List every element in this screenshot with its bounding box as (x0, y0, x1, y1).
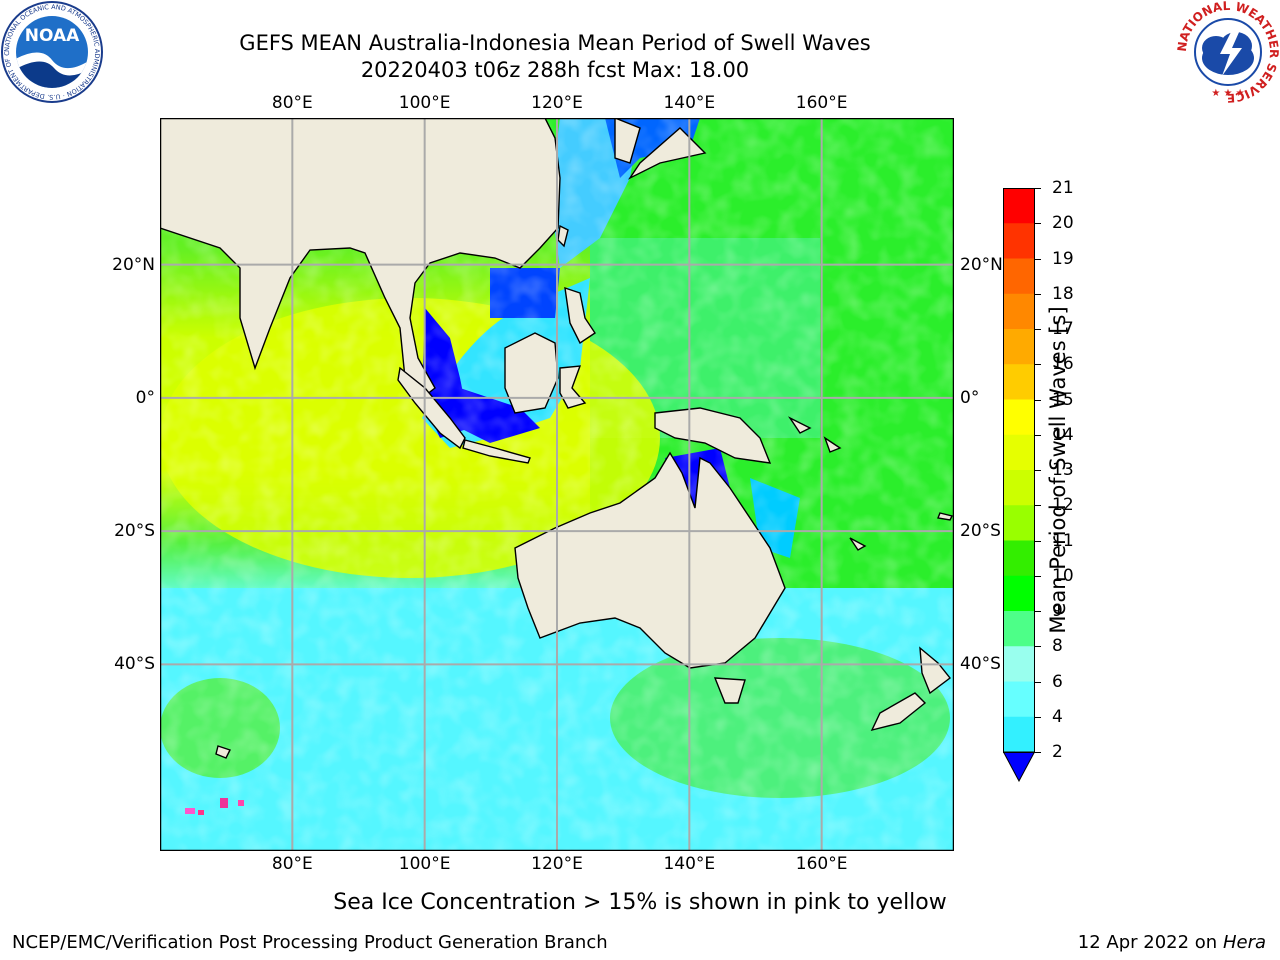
lat-right-2: 20°S (960, 521, 1001, 542)
lat-left-1: 0° (135, 387, 155, 408)
borneo-landmass (504, 332, 559, 414)
chart-title: GEFS MEAN Australia-Indonesia Mean Perio… (239, 31, 871, 55)
landmasses (160, 118, 954, 759)
colorbar-cell-4 (1003, 329, 1035, 365)
colorbar-cell-7 (1003, 434, 1035, 471)
colorbar-tick-mark-9 (1035, 505, 1041, 507)
colorbar-tick-mark-1 (1035, 223, 1041, 225)
colorbar-border (1003, 188, 1035, 753)
colorbar-tick-mark-13 (1035, 646, 1041, 648)
colorbar-tick-2: 19 (1052, 248, 1074, 269)
colorbar-tick-4: 17 (1052, 319, 1074, 339)
colorbar-cell-0 (1003, 188, 1035, 224)
colorbar-tick-6: 15 (1052, 389, 1074, 410)
colorbar-tick-16: 2 (1052, 742, 1063, 762)
colorbar-cell-2 (1003, 258, 1035, 295)
lon-top-4: 160°E (795, 93, 848, 113)
colorbar-cell-11 (1003, 575, 1035, 612)
lon-top-2: 120°E (531, 93, 583, 113)
colorbar-extend-triangle (1003, 751, 1035, 782)
sea-ice-patches (185, 798, 244, 815)
noaa-logo: NATIONAL OCEANIC AND ATMOSPHERIC ADMINIS… (0, 0, 103, 103)
lat-right-1: 0° (960, 387, 980, 408)
svg-text:★ ★ ★: ★ ★ ★ (1211, 88, 1244, 99)
colorbar-tick-14: 6 (1052, 671, 1063, 692)
colorbar-tick-11: 10 (1052, 565, 1074, 586)
colorbar-tick-mark-12 (1035, 611, 1041, 612)
colorbar-cell-8 (1003, 470, 1035, 506)
philippines-landmass (564, 286, 596, 345)
credit-date: 12 Apr 2022 on Hera (1077, 932, 1266, 953)
lon-top-1: 100°E (398, 93, 451, 113)
sea-ice-note: Sea Ice Concentration > 15% is shown in … (333, 890, 947, 915)
lon-bottom-3: 140°E (663, 854, 716, 874)
map-border (160, 118, 954, 851)
lat-right-0: 20°N (960, 254, 1003, 275)
colorbar-cell-1 (1003, 223, 1035, 259)
credit-branch: NCEP/EMC/Verification Post Processing Pr… (12, 932, 608, 953)
colorbar-tick-mark-14 (1035, 681, 1041, 683)
lon-bottom-2: 120°E (531, 854, 583, 874)
australia-landmass (514, 451, 786, 669)
colorbar-tick-mark-8 (1035, 470, 1041, 471)
colorbar-tick-7: 14 (1052, 424, 1074, 445)
colorbar-tick-5: 16 (1052, 354, 1074, 375)
colorbar-cell-14 (1003, 681, 1035, 718)
colorbar-tick-mark-3 (1035, 293, 1041, 295)
colorbar-cell-6 (1003, 399, 1035, 436)
colorbar-tick-8: 13 (1052, 460, 1074, 480)
colorbar-tick-mark-0 (1035, 188, 1041, 189)
colorbar-tick-mark-2 (1035, 258, 1041, 260)
colorbar-cell-10 (1003, 540, 1035, 577)
lon-top-3: 140°E (663, 93, 716, 113)
colorbar-cell-13 (1003, 646, 1035, 682)
colorbar (1003, 188, 1035, 782)
colorbar-tick-mark-15 (1035, 716, 1041, 718)
lat-right-3: 40°S (960, 654, 1001, 675)
lat-left-3: 40°S (114, 654, 155, 675)
colorbar-tick-mark-4 (1035, 329, 1041, 330)
lat-left-2: 20°S (114, 521, 155, 542)
colorbar-tick-mark-5 (1035, 364, 1041, 366)
swell-period-map (160, 118, 954, 851)
colorbar-tick-mark-7 (1035, 434, 1041, 436)
colorbar-tick-13: 8 (1052, 636, 1063, 657)
colorbar-tick-1: 20 (1052, 213, 1074, 234)
colorbar-cell-9 (1003, 505, 1035, 541)
colorbar-cell-12 (1003, 611, 1035, 647)
new-guinea-landmass (654, 407, 772, 464)
colorbar-cell-5 (1003, 364, 1035, 400)
colorbar-tick-10: 11 (1052, 530, 1074, 551)
colorbar-tick-12: 9 (1052, 601, 1063, 621)
lon-bottom-0: 80°E (271, 854, 313, 874)
colorbar-tick-3: 18 (1052, 283, 1074, 304)
colorbar-tick-mark-11 (1035, 575, 1041, 577)
gridlines (160, 118, 954, 851)
colorbar-tick-mark-10 (1035, 540, 1041, 542)
lon-top-0: 80°E (271, 93, 313, 113)
colorbar-tick-0: 21 (1052, 178, 1074, 198)
colorbar-tick-15: 4 (1052, 706, 1063, 727)
japan-landmass (627, 127, 707, 180)
lon-bottom-1: 100°E (398, 854, 451, 874)
colorbar-tick-9: 12 (1052, 495, 1074, 516)
lat-left-0: 20°N (112, 254, 155, 275)
colorbar-cell-3 (1003, 293, 1035, 330)
colorbar-tick-mark-16 (1035, 752, 1041, 753)
colorbar-tick-mark-6 (1035, 399, 1041, 401)
chart-subtitle: 20220403 t06z 288h fcst Max: 18.00 (360, 58, 750, 82)
colorbar-cell-15 (1003, 716, 1035, 753)
nws-logo: NATIONAL WEATHER SERVICE ★ ★ ★ (1176, 0, 1280, 104)
svg-text:NOAA: NOAA (25, 26, 80, 46)
lon-bottom-4: 160°E (795, 854, 848, 874)
new-zealand-landmass (919, 646, 951, 695)
